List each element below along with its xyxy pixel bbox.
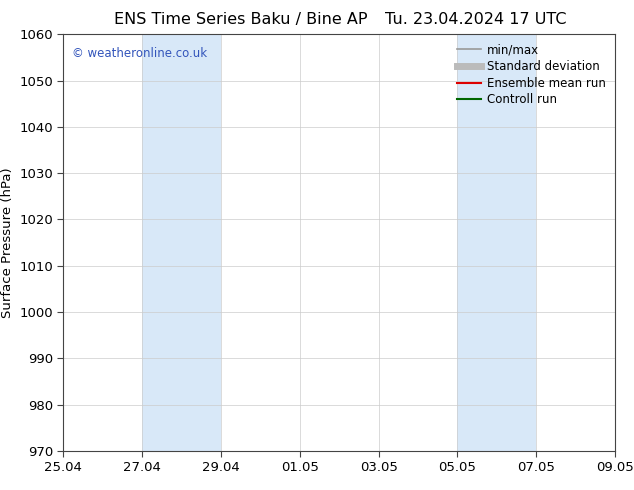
Text: © weatheronline.co.uk: © weatheronline.co.uk bbox=[72, 47, 207, 60]
Legend: min/max, Standard deviation, Ensemble mean run, Controll run: min/max, Standard deviation, Ensemble me… bbox=[453, 40, 609, 110]
Text: Tu. 23.04.2024 17 UTC: Tu. 23.04.2024 17 UTC bbox=[385, 12, 566, 27]
Y-axis label: Surface Pressure (hPa): Surface Pressure (hPa) bbox=[1, 167, 14, 318]
Bar bbox=[457, 34, 536, 451]
Bar bbox=[142, 34, 221, 451]
Text: ENS Time Series Baku / Bine AP: ENS Time Series Baku / Bine AP bbox=[114, 12, 368, 27]
